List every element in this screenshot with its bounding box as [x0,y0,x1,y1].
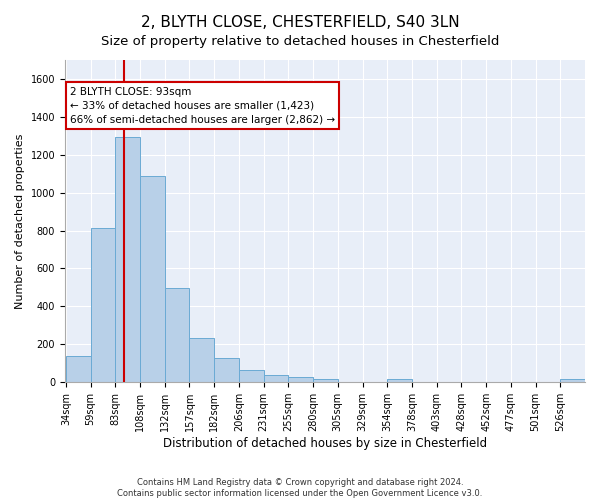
Text: Contains HM Land Registry data © Crown copyright and database right 2024.
Contai: Contains HM Land Registry data © Crown c… [118,478,482,498]
Bar [91,228,115,382]
Bar [66,356,91,382]
Bar [289,377,313,382]
Text: 2 BLYTH CLOSE: 93sqm
← 33% of detached houses are smaller (1,423)
66% of semi-de: 2 BLYTH CLOSE: 93sqm ← 33% of detached h… [70,86,335,124]
Bar [263,375,289,382]
Bar [214,358,239,382]
Bar [313,380,338,382]
Text: 2, BLYTH CLOSE, CHESTERFIELD, S40 3LN: 2, BLYTH CLOSE, CHESTERFIELD, S40 3LN [140,15,460,30]
Bar [140,176,165,382]
X-axis label: Distribution of detached houses by size in Chesterfield: Distribution of detached houses by size … [163,437,487,450]
Bar [387,379,412,382]
Bar [560,380,585,382]
Bar [115,137,140,382]
Text: Size of property relative to detached houses in Chesterfield: Size of property relative to detached ho… [101,35,499,48]
Bar [190,338,214,382]
Bar [239,370,263,382]
Bar [165,288,190,382]
Y-axis label: Number of detached properties: Number of detached properties [15,134,25,309]
